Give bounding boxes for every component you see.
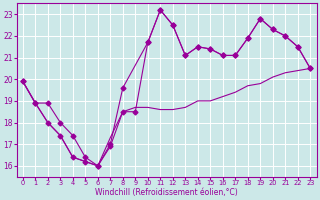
X-axis label: Windchill (Refroidissement éolien,°C): Windchill (Refroidissement éolien,°C)	[95, 188, 238, 197]
